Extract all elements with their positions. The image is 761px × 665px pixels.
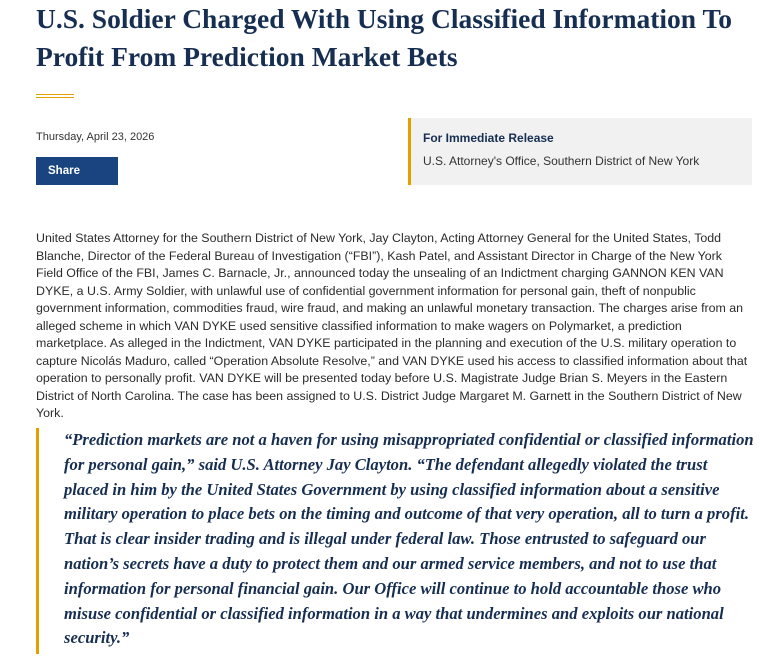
title-rule xyxy=(36,94,74,98)
release-office: U.S. Attorney's Office, Southern Distric… xyxy=(423,154,700,168)
quote-text: “Prediction markets are not a haven for … xyxy=(64,430,754,648)
release-box: For Immediate Release U.S. Attorney's Of… xyxy=(408,118,752,185)
chevron-icon xyxy=(135,166,142,176)
page-title: U.S. Soldier Charged With Using Classifi… xyxy=(36,3,733,72)
body-paragraph: United States Attorney for the Southern … xyxy=(36,231,748,420)
share-label: Share xyxy=(48,165,80,177)
date: Thursday, April 23, 2026 xyxy=(36,131,155,143)
share-button[interactable]: Share xyxy=(36,157,142,185)
quote-block: “Prediction markets are not a haven for … xyxy=(36,428,754,654)
separator xyxy=(126,163,127,179)
release-label: For Immediate Release xyxy=(423,131,554,145)
